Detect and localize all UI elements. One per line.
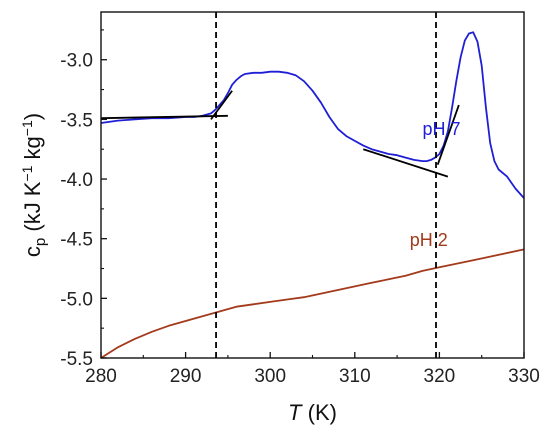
- x-tick-label-290: 290: [170, 366, 202, 387]
- series-line-ph-7: [100, 31, 525, 199]
- y-axis-title: cp (kJ K−1 kg−1): [19, 113, 49, 257]
- y-axis-superscript-1: −1: [19, 165, 35, 181]
- y-axis-symbol: c: [20, 246, 45, 257]
- y-tick-label: -5.5: [60, 349, 93, 370]
- y-tick-label: -3.5: [60, 110, 93, 131]
- y-axis-subscript: p: [32, 238, 49, 246]
- tick-layer: 280 290 300 310 320 330 -5.5 -5.0 -4.5 -4.0 -3.5 -3…: [60, 29, 540, 387]
- y-tick-label: -3.0: [60, 51, 93, 72]
- y-tick-label: -5.0: [60, 289, 93, 310]
- y-axis-unit-part1: (kJ K: [20, 181, 45, 238]
- x-axis-symbol: T: [288, 400, 303, 425]
- tangent-line-4: [436, 104, 460, 166]
- series-line-ph-2: [100, 248, 525, 359]
- x-tick-label-280: 280: [85, 366, 117, 387]
- y-axis-unit-part3: ): [20, 113, 45, 120]
- y-tick-label: -4.0: [60, 170, 93, 191]
- y-axis-unit-part2: kg: [20, 136, 45, 165]
- tangent-line-3: [362, 148, 449, 178]
- x-tick-label-330: 330: [508, 366, 540, 387]
- x-axis-title: T (K): [288, 400, 337, 425]
- overlay-layer: [100, 12, 460, 358]
- label-ph-7: pH 7: [422, 119, 460, 139]
- y-axis-superscript-2: −1: [19, 120, 35, 136]
- label-ph-2: pH 2: [410, 230, 448, 250]
- tangent-line-2: [210, 90, 233, 120]
- x-tick-label-320: 320: [424, 366, 456, 387]
- annotation-layer: pH 7 pH 2: [410, 119, 461, 250]
- series-layer: [100, 31, 525, 359]
- y-tick-label: -4.5: [60, 230, 93, 251]
- x-tick-label-310: 310: [339, 366, 371, 387]
- tangent-line-1: [100, 114, 228, 120]
- x-tick-label-300: 300: [254, 366, 286, 387]
- x-axis-unit: (K): [302, 400, 337, 425]
